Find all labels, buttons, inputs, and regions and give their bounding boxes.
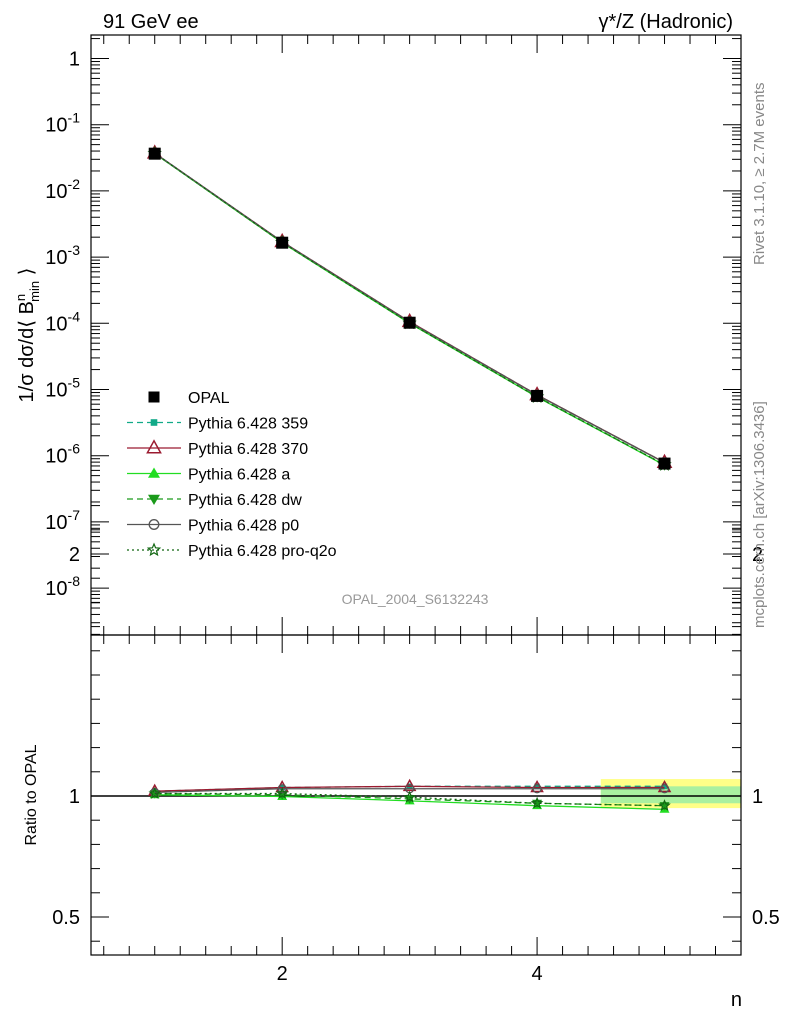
point-opal bbox=[403, 316, 416, 329]
legend-label-pythia-6-428-dw: Pythia 6.428 dw bbox=[188, 492, 302, 509]
analysis-watermark: OPAL_2004_S6132243 bbox=[342, 591, 489, 607]
ratio-uncertainty-band bbox=[91, 779, 741, 809]
y-tick-label: 10-2 bbox=[45, 176, 80, 203]
point-opal bbox=[276, 236, 289, 249]
x-axis-label: n bbox=[731, 989, 742, 1011]
ratio-y-tick-label-left: 1 bbox=[69, 786, 80, 808]
y-tick-label: 10-7 bbox=[45, 507, 80, 534]
ratio-y-tick-label-left: 2 bbox=[69, 544, 80, 566]
legend-label-pythia-6-428-p0: Pythia 6.428 p0 bbox=[188, 518, 299, 535]
x-tick-label: 2 bbox=[277, 963, 288, 985]
legend-marker-opal bbox=[148, 391, 160, 403]
y-tick-label: 10-1 bbox=[45, 110, 80, 137]
ratio-point-pythia-6-428-p0 bbox=[532, 784, 542, 794]
ratio-band-green bbox=[600, 786, 741, 804]
rivet-version-label: Rivet 3.1.10, ≥ 2.7M events bbox=[751, 83, 768, 266]
y-tick-label: 10-3 bbox=[45, 242, 80, 269]
legend-marker-pythia-6-428-pro-q2o bbox=[146, 542, 162, 557]
ratio-plot-frame bbox=[90, 634, 742, 956]
x-tick-label: 4 bbox=[532, 963, 543, 985]
y-tick-label: 10-4 bbox=[45, 308, 80, 335]
main-y-axis-label: 1/σ dσ/d⟨ Bnmin ⟩ bbox=[13, 268, 42, 403]
ratio-point-pythia-6-428-370 bbox=[530, 779, 544, 793]
point-opal bbox=[148, 147, 161, 160]
ratio-point-pythia-6-428-pro-q2o bbox=[275, 787, 289, 799]
y-tick-label: 10-8 bbox=[45, 573, 80, 600]
legend-marker-pythia-6-428-p0 bbox=[148, 519, 160, 530]
ratio-point-pythia-6-428-359 bbox=[661, 783, 668, 790]
y-tick-label: 10-5 bbox=[45, 375, 80, 402]
ratio-y-tick-label-right: 2 bbox=[752, 544, 763, 566]
main-series-layer bbox=[146, 144, 673, 471]
point-opal bbox=[658, 457, 671, 470]
mcplots-reference-label: mcplots.cern.ch [arXiv:1306.3436] bbox=[751, 401, 768, 628]
legend-marker-pythia-6-428-a bbox=[148, 467, 160, 478]
ratio-point-pythia-6-428-370 bbox=[657, 779, 672, 793]
ratio-point-pythia-6-428-p0 bbox=[277, 784, 287, 794]
ratio-y-tick-label-left: 0.5 bbox=[52, 907, 80, 929]
main-axis-ticks: 1 10-1 10-2 10-3 10-4 10-5 10-6 10-7 10-8 bbox=[45, 35, 741, 635]
ratio-point-pythia-6-428-pro-q2o bbox=[658, 799, 671, 811]
legend-label-pythia-6-428-pro-q2o: Pythia 6.428 pro-q2o bbox=[188, 543, 337, 560]
ratio-line-pythia-6-428-p0 bbox=[154, 788, 665, 794]
ratio-point-pythia-6-428-pro-q2o bbox=[148, 787, 161, 799]
y-tick-label: 1 bbox=[69, 49, 80, 71]
point-opal bbox=[531, 389, 544, 402]
ratio-point-pythia-6-428-pro-q2o bbox=[530, 796, 544, 809]
legend-label-pythia-6-428-359: Pythia 6.428 359 bbox=[188, 416, 308, 433]
legend-marker-pythia-6-428-359 bbox=[150, 419, 158, 426]
ratio-y-tick-label-right: 0.5 bbox=[752, 907, 780, 929]
header-left-title: 91 GeV ee bbox=[103, 11, 199, 33]
ratio-line-pythia-6-428-370 bbox=[154, 785, 665, 792]
legend-label-pythia-6-428-370: Pythia 6.428 370 bbox=[188, 441, 308, 458]
ratio-point-pythia-6-428-359 bbox=[534, 783, 540, 790]
y-tick-label: 10-6 bbox=[45, 441, 80, 468]
ratio-y-tick-label-right: 1 bbox=[752, 786, 763, 808]
header-right-title: γ*/Z (Hadronic) bbox=[599, 11, 733, 33]
ratio-point-pythia-6-428-p0 bbox=[659, 784, 670, 794]
ratio-y-axis-label: Ratio to OPAL bbox=[23, 744, 40, 845]
legend: OPAL Pythia 6.428 359 Pythia 6.428 370 Pyth… bbox=[127, 390, 337, 560]
ratio-series-layer bbox=[147, 778, 672, 813]
legend-label-opal: OPAL bbox=[188, 390, 230, 407]
ratio-point-pythia-6-428-pro-q2o bbox=[403, 790, 416, 803]
legend-label-pythia-6-428-a: Pythia 6.428 a bbox=[188, 467, 290, 484]
ratio-line-pythia-6-428-pro-q2o bbox=[154, 792, 665, 807]
ratio-axis-ticks: 2 4 0.5 0.5 1 1 2 2 bbox=[52, 505, 780, 985]
legend-marker-pythia-6-428-370 bbox=[146, 439, 162, 454]
legend-marker-pythia-6-428-dw bbox=[148, 494, 160, 505]
